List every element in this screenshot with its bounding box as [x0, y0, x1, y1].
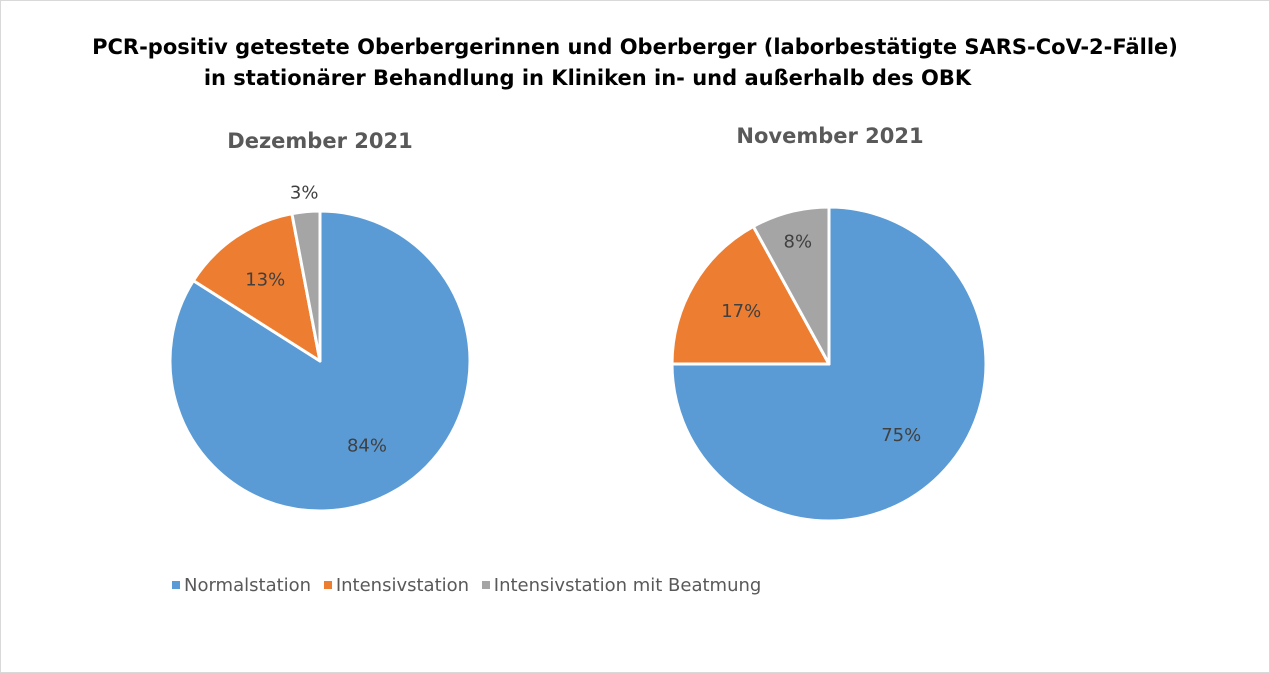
pie-slice-dezember-beatmung — [290, 209, 322, 363]
data-label-dezember-normalstation: 84% — [347, 435, 387, 456]
legend-swatch-normalstation — [172, 581, 180, 589]
pie-dezember: 84% 13% 3% — [168, 183, 472, 513]
legend-label-beatmung: Intensivstation mit Beatmung — [493, 575, 762, 596]
legend: Normalstation Intensivstation Intensivst… — [172, 575, 768, 596]
pie-slice-november-beatmung — [751, 205, 831, 366]
data-label-november-beatmung: 8% — [784, 231, 813, 252]
pie-slice-november-normalstation — [670, 205, 988, 523]
data-label-november-intensivstation: 17% — [721, 301, 761, 322]
legend-swatch-beatmung — [481, 581, 490, 589]
data-label-dezember-intensivstation: 13% — [245, 269, 285, 290]
legend-item-intensivstation: Intensivstation — [323, 575, 470, 596]
legend-item-normalstation: Normalstation — [172, 575, 311, 596]
pie-november: 75% 17% 8% — [670, 205, 988, 523]
data-label-november-normalstation: 75% — [881, 425, 921, 446]
main-title-line-2: in stationärer Behandlung in Kliniken in… — [203, 66, 972, 90]
main-title: PCR-positiv getestete Oberbergerinnen un… — [0, 32, 1270, 94]
legend-label-normalstation: Normalstation — [184, 575, 312, 596]
legend-label-intensivstation: Intensivstation — [335, 575, 470, 596]
pie-slice-dezember-intensivstation — [191, 212, 322, 363]
legend-item-beatmung: Intensivstation mit Beatmung — [481, 575, 762, 596]
data-label-dezember-beatmung: 3% — [290, 183, 319, 204]
main-title-line-1: PCR-positiv getestete Oberbergerinnen un… — [92, 35, 1178, 59]
chart-title-november: November 2021 — [736, 124, 924, 148]
legend-swatch-intensivstation — [323, 581, 332, 589]
chart-title-dezember: Dezember 2021 — [227, 129, 413, 153]
pie-slice-november-intensivstation — [670, 224, 831, 366]
